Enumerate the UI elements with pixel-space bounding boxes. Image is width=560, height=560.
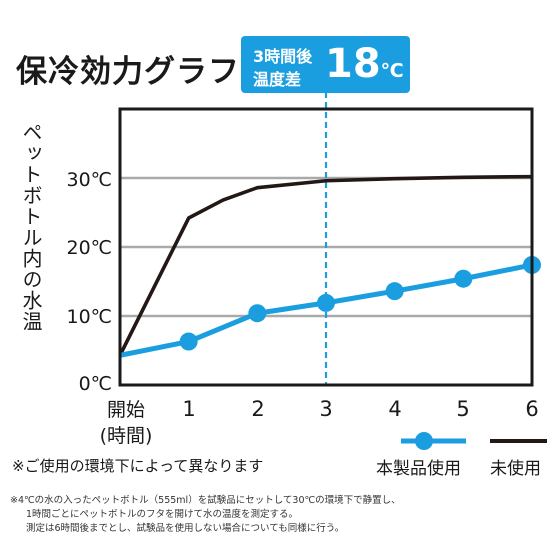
x-tick-start-line2: (時間) [99, 425, 153, 447]
series-line-unused [118, 174, 533, 357]
callout-badge: 3時間後 温度差 18℃ [241, 36, 410, 93]
callout-value: 18℃ [325, 41, 404, 87]
callout-line1: 3時間後 [253, 47, 313, 66]
x-tick-label-2: 2 [251, 397, 265, 421]
y-tick-label-30: 30℃ [66, 169, 112, 191]
data-point-product-4h [385, 282, 404, 301]
data-point-product-3h [317, 293, 335, 312]
plot-frame [118, 107, 534, 387]
data-point-product-2h [248, 304, 267, 323]
data-point-product-1h [179, 332, 198, 351]
legend-label-product: 本製品使用 [376, 459, 461, 479]
x-tick-label-6: 6 [525, 397, 539, 421]
y-tick-label-0: 0℃ [78, 373, 112, 395]
y-axis-label: ペットボトル内の水温 [19, 122, 43, 332]
y-tick-label-10: 10℃ [66, 306, 112, 328]
callout-number: 18 [325, 41, 381, 87]
chart-title: 保冷効力グラフ [16, 54, 240, 90]
y-tick-label-20: 20℃ [66, 237, 112, 259]
footnote-line-1: ※4℃の水の入ったペットボトル（555ml）を試験品にセットして30℃の環境下で… [10, 495, 401, 506]
x-tick-start-line1: 開始 [106, 399, 145, 421]
x-tick-label-start: 開始 (時間) [96, 397, 156, 449]
x-tick-label-1: 1 [182, 397, 196, 421]
footnote-line-2: 1時間ごとにペットボトルのフタを開けて水の温度を測定する。 [26, 509, 299, 520]
x-tick-label-3: 3 [319, 397, 333, 421]
usage-note: ※ご使用の環境下によって異なります [12, 457, 264, 475]
x-tick-label-5: 5 [456, 397, 470, 421]
x-tick-label-4: 4 [388, 397, 402, 421]
legend-marker-product [415, 432, 433, 450]
footnote-line-3: 測定は6時間後までとし、試験品を使用しない場合についても同様に行う。 [26, 523, 345, 534]
data-point-product-5h [454, 269, 473, 288]
callout-line2: 温度差 [253, 70, 302, 89]
legend-label-unused: 未使用 [490, 459, 541, 479]
callout-unit: ℃ [380, 60, 404, 82]
footnote-block: ※4℃の水の入ったペットボトル（555ml）を試験品にセットして30℃の環境下で… [10, 494, 555, 536]
